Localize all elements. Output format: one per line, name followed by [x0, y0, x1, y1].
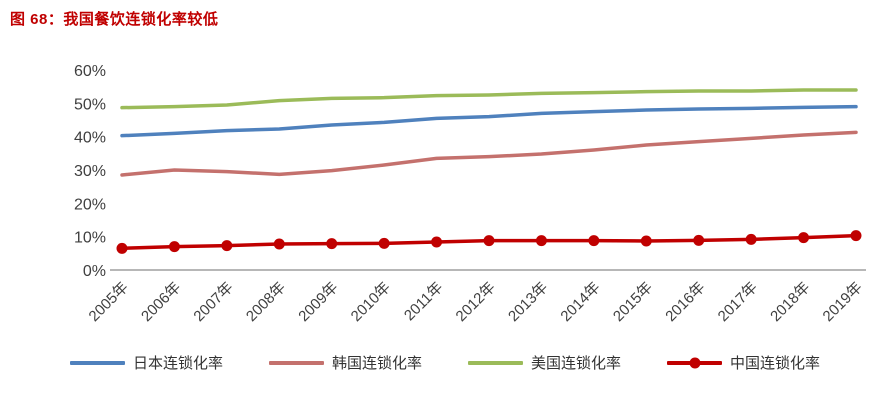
series-marker [273, 238, 285, 250]
series-marker [640, 235, 652, 247]
x-axis-tick-label: 2014年 [557, 279, 603, 325]
y-axis-tick-label: 60% [74, 63, 106, 80]
series-marker [116, 242, 128, 254]
legend-label: 日本连锁化率 [132, 355, 223, 372]
series-marker [535, 235, 547, 247]
series-marker [431, 236, 443, 248]
series-marker [326, 238, 338, 250]
legend-label: 韩国连锁化率 [331, 355, 422, 372]
x-axis-tick-label: 2013年 [505, 279, 551, 325]
y-axis-tick-label: 20% [74, 196, 106, 213]
x-axis-tick-label: 2016年 [662, 279, 708, 325]
legend-label: 美国连锁化率 [531, 355, 622, 372]
chart-legend: 日本连锁化率 韩国连锁化率 美国连锁化率 中国连锁化率 [0, 352, 890, 373]
y-axis-tick-label: 40% [74, 130, 106, 147]
x-axis-tick-label: 2005年 [86, 279, 132, 325]
series-marker [588, 235, 600, 247]
series-marker [378, 237, 390, 249]
x-axis-tick-label: 2015年 [610, 279, 656, 325]
legend-line-sample [69, 360, 125, 365]
series-line [120, 104, 858, 138]
x-axis-tick-label: 2012年 [453, 279, 499, 325]
series-line [120, 130, 858, 177]
x-axis-tick-label: 2019年 [820, 279, 866, 325]
legend-line-sample [468, 360, 523, 365]
x-axis-tick-label: 2010年 [348, 279, 394, 325]
legend-line-sample [268, 360, 324, 365]
series-marker [850, 230, 862, 242]
y-axis-tick-label: 30% [74, 163, 106, 180]
y-axis-tick-label: 50% [74, 96, 106, 113]
line-chart: 0% 10% 20% 30% 40% 50% 60% 2005年 2006年 2007年 2008年… [74, 63, 866, 325]
legend-line-sample [667, 357, 723, 368]
series-marker [693, 234, 705, 246]
y-axis-tick-label: 0% [83, 263, 106, 280]
figure-title: 图 68：我国餐饮连锁化率较低 [10, 11, 219, 28]
x-axis-tick-label: 2018年 [767, 279, 813, 325]
legend-marker-dot [689, 357, 701, 368]
x-axis-tick-label: 2011年 [401, 279, 446, 324]
x-axis-tick-label: 2008年 [243, 279, 289, 325]
series-marker [483, 235, 495, 247]
legend-item: 美国连锁化率 [468, 352, 621, 373]
legend-item: 日本连锁化率 [69, 352, 223, 373]
legend-item: 中国连锁化率 [667, 352, 820, 373]
series-marker [168, 241, 180, 253]
x-axis-tick-label: 2009年 [295, 279, 341, 325]
legend-item: 韩国连锁化率 [268, 352, 422, 373]
x-axis-tick-label: 2017年 [715, 279, 761, 325]
x-axis-tick-label: 2006年 [138, 279, 184, 325]
series-line [120, 88, 858, 110]
series-marker [745, 233, 757, 245]
legend-label: 中国连锁化率 [730, 355, 821, 372]
x-axis-tick-label: 2007年 [190, 279, 236, 325]
series-marker [221, 240, 233, 252]
y-axis-tick-label: 10% [74, 230, 106, 247]
series-marker [798, 232, 810, 244]
